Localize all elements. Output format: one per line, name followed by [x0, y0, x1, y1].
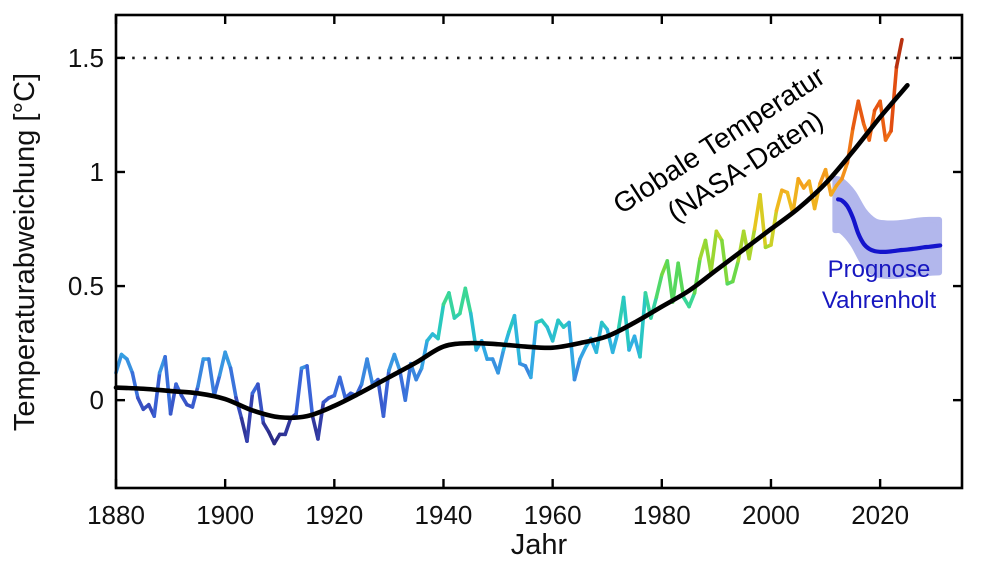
prognosis-line [836, 197, 943, 255]
series-annotation: Globale Temperatur (NASA-Daten) [607, 60, 830, 227]
y-tick-label: 1 [90, 157, 104, 187]
prognosis-label-line2: Vahrenholt [822, 287, 937, 314]
axes-box-and-ticks [114, 13, 964, 490]
x-tick-label: 1960 [524, 500, 582, 530]
y-tick-label: 0.5 [68, 271, 104, 301]
y-axis-label: Temperaturabweichung [°C] [9, 73, 41, 431]
trend-line [113, 82, 910, 421]
x-tick-label: 2020 [851, 500, 909, 530]
prognosis-label-line1: Prognose [828, 256, 931, 283]
y-tick-label: 1.5 [68, 43, 104, 73]
x-tick-label: 1980 [633, 500, 691, 530]
prognosis-band [832, 175, 943, 280]
tick-labels: 1880 1900 1920 1940 1960 1980 2000 2020 0 0.5 1 1.5 [68, 43, 909, 530]
x-tick-label: 1880 [87, 500, 145, 530]
x-axis-label: Jahr [511, 529, 568, 561]
nasa-series-line [114, 37, 904, 446]
x-tick-label: 2000 [742, 500, 800, 530]
x-tick-label: 1940 [415, 500, 473, 530]
x-tick-label: 1920 [305, 500, 363, 530]
y-tick-label: 0 [90, 385, 104, 415]
x-tick-label: 1900 [196, 500, 254, 530]
